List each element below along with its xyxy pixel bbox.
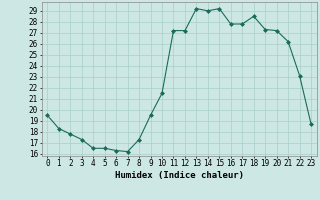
X-axis label: Humidex (Indice chaleur): Humidex (Indice chaleur) — [115, 171, 244, 180]
